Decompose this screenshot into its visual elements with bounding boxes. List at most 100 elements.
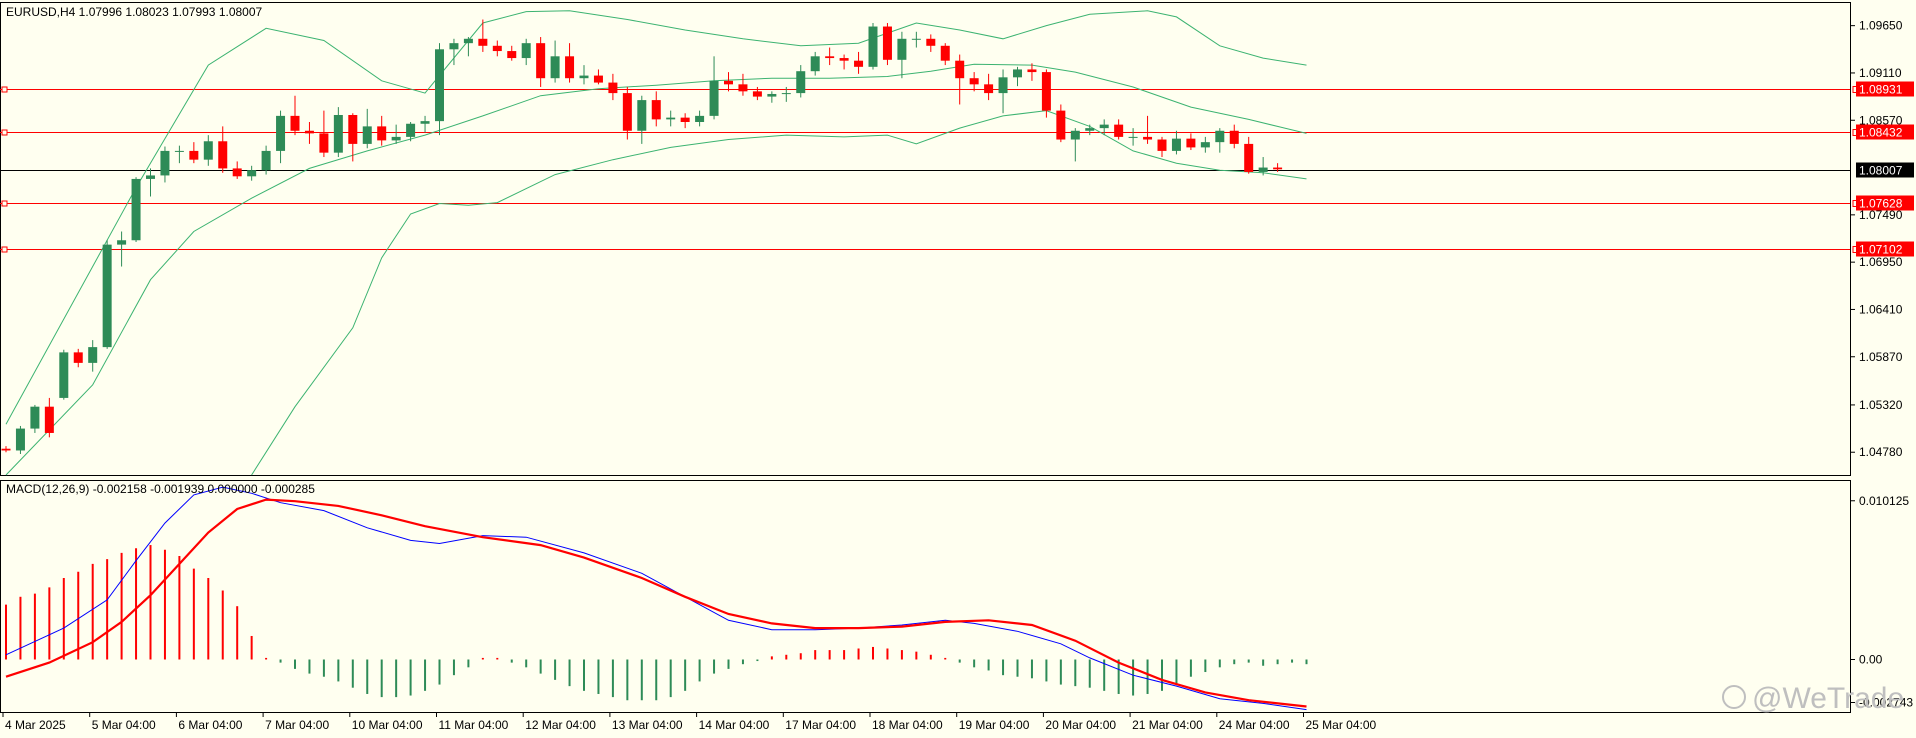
time-tick-label: 18 Mar 04:00 bbox=[872, 718, 943, 732]
candle-body bbox=[796, 71, 806, 94]
candle bbox=[767, 91, 777, 103]
candle-body bbox=[406, 123, 416, 137]
level-anchor-marker bbox=[1, 200, 8, 207]
candle bbox=[825, 47, 835, 66]
candle-body bbox=[695, 115, 705, 123]
candle bbox=[695, 110, 705, 127]
candle-body bbox=[507, 51, 517, 59]
candle-body bbox=[854, 60, 864, 67]
candle-body bbox=[59, 352, 69, 398]
candle bbox=[940, 43, 950, 66]
candle-body bbox=[15, 428, 25, 451]
candle bbox=[651, 91, 661, 127]
candle bbox=[1244, 136, 1254, 174]
candle-body bbox=[911, 38, 921, 40]
candle-body bbox=[1143, 136, 1153, 140]
candle-body bbox=[709, 80, 719, 116]
time-tick-label: 17 Mar 04:00 bbox=[785, 718, 856, 732]
candle bbox=[449, 38, 459, 66]
candle-body bbox=[998, 77, 1008, 94]
time-tick-label: 24 Mar 04:00 bbox=[1219, 718, 1290, 732]
candle-body bbox=[73, 352, 83, 363]
candle bbox=[1215, 128, 1225, 153]
level-anchor-marker bbox=[1, 129, 8, 136]
candle-body bbox=[1186, 138, 1196, 148]
candle-body bbox=[810, 56, 820, 72]
watermark-text: @WeTrade bbox=[1752, 682, 1904, 715]
candle bbox=[955, 54, 965, 105]
time-tick-label: 10 Mar 04:00 bbox=[352, 718, 423, 732]
candle-body bbox=[825, 56, 835, 59]
candle-body bbox=[521, 43, 531, 59]
candle-body bbox=[189, 150, 199, 160]
candle-body bbox=[955, 60, 965, 79]
candle bbox=[492, 40, 502, 57]
price-tick-label: 1.07490 bbox=[1859, 208, 1903, 222]
candle bbox=[608, 73, 618, 101]
candle-body bbox=[247, 170, 257, 177]
candle bbox=[752, 86, 762, 101]
candle-body bbox=[1070, 130, 1080, 140]
candle-body bbox=[362, 126, 372, 144]
candle-body bbox=[536, 43, 546, 79]
candle-body bbox=[680, 117, 690, 123]
candle-body bbox=[44, 406, 54, 433]
macd-panel-frame bbox=[0, 480, 1851, 713]
candle bbox=[435, 43, 444, 136]
candle bbox=[88, 340, 98, 372]
bollinger-upper-band bbox=[5, 10, 1307, 425]
candle-body bbox=[767, 93, 777, 97]
candle-body bbox=[1013, 69, 1022, 78]
candle bbox=[839, 54, 849, 70]
candle-body bbox=[1244, 143, 1254, 172]
candle bbox=[117, 231, 127, 267]
price-tag-bg bbox=[1856, 81, 1914, 97]
macd-tick-label: -0.002743 bbox=[1859, 695, 1913, 709]
macd-signal-line bbox=[5, 498, 1307, 708]
candle-body bbox=[435, 49, 444, 122]
candle-body bbox=[1200, 142, 1210, 148]
price-tag-label: 1.08931 bbox=[1859, 83, 1903, 97]
candle bbox=[232, 161, 242, 179]
candle bbox=[1013, 66, 1022, 87]
level-anchor-marker bbox=[1, 246, 8, 253]
candle bbox=[261, 145, 271, 175]
candle bbox=[622, 86, 632, 140]
candle-body bbox=[1229, 130, 1239, 144]
candle bbox=[160, 146, 170, 183]
candle-body bbox=[333, 114, 343, 153]
candle bbox=[304, 122, 314, 144]
candle-body bbox=[839, 58, 849, 61]
candle-body bbox=[550, 56, 560, 79]
candle bbox=[1258, 157, 1268, 176]
price-tag-bg bbox=[1856, 124, 1914, 140]
candle-body bbox=[478, 38, 488, 46]
price-tag-label: 1.08432 bbox=[1859, 126, 1903, 140]
candle bbox=[593, 69, 603, 85]
candle-body bbox=[261, 150, 271, 171]
candle-body bbox=[218, 141, 228, 169]
candle bbox=[146, 168, 155, 197]
candle bbox=[362, 108, 372, 149]
candle bbox=[189, 142, 199, 164]
candle bbox=[1157, 136, 1167, 158]
candle-body bbox=[565, 56, 575, 79]
candle-body bbox=[593, 75, 603, 83]
price-tag-label: 1.07102 bbox=[1859, 243, 1903, 257]
candle bbox=[319, 110, 329, 158]
candle bbox=[44, 397, 54, 438]
candle bbox=[984, 73, 994, 101]
candle-body bbox=[897, 38, 907, 60]
macd-tick-label: 0.010125 bbox=[1859, 494, 1909, 508]
candle-body bbox=[1099, 124, 1109, 129]
symbol-header: EURUSD,H4 1.07996 1.08023 1.07993 1.0800… bbox=[6, 5, 263, 19]
candle-body bbox=[651, 100, 661, 120]
candle bbox=[1128, 128, 1138, 146]
candle bbox=[1070, 128, 1080, 162]
candle bbox=[810, 51, 820, 76]
candle-body bbox=[348, 114, 358, 144]
candle-body bbox=[30, 406, 40, 429]
candle bbox=[521, 38, 531, 66]
candle-body bbox=[724, 80, 733, 85]
